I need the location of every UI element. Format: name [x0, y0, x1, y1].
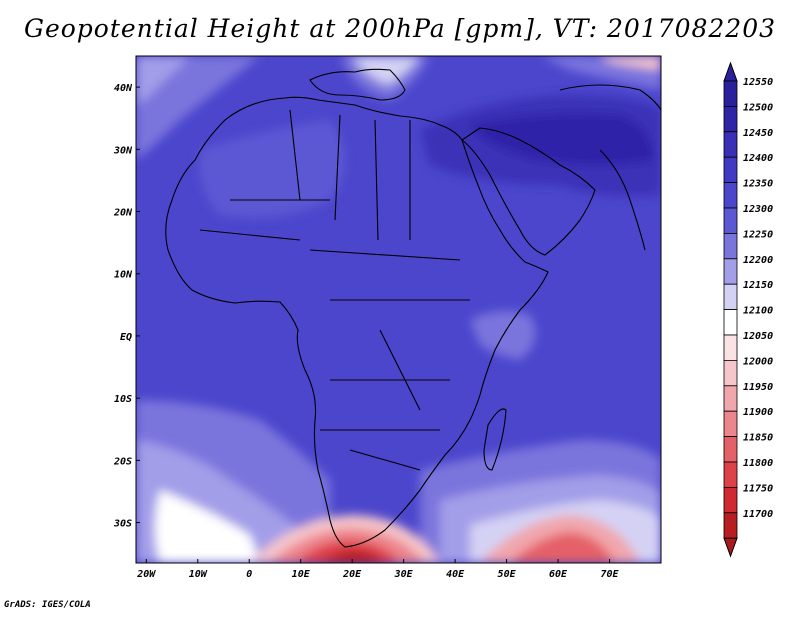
lon-tick-label: 60E: [549, 569, 568, 580]
map-title: Geopotential Height at 200hPa [gpm], VT:…: [23, 14, 777, 43]
colorbar-swatch: [723, 486, 738, 514]
coastlines: [165, 68, 661, 548]
colorbar-swatch: [723, 461, 738, 488]
lon-tick-label: 10E: [292, 569, 311, 580]
colorbar-label: 12400: [743, 153, 773, 164]
plot-frame: [135, 55, 662, 564]
colorbar-swatch: [723, 334, 738, 361]
colorbar-swatch: [723, 232, 738, 260]
lat-tick-label: 20S: [113, 456, 132, 467]
colorbar-swatch: [723, 309, 738, 336]
colorbar-swatch: [723, 207, 738, 234]
lon-tick-label: 50E: [498, 569, 517, 580]
colorbar-label: 11950: [743, 382, 773, 393]
lon-tick-label: 10W: [189, 569, 208, 580]
colorbar-swatch: [723, 410, 738, 438]
lat-tick-label: 30S: [113, 519, 132, 530]
colorbar-top-arrow: [723, 61, 738, 82]
colorbar-label: 12200: [743, 255, 773, 266]
colorbar-swatch: [723, 512, 738, 539]
colorbar-label: 12500: [743, 102, 773, 113]
lon-tick-label: 40E: [446, 569, 465, 580]
lon-tick-label: 30E: [394, 569, 414, 580]
colorbar-label: 11800: [743, 458, 773, 469]
lon-tick-label: 0: [246, 569, 252, 580]
colorbar-swatch: [723, 131, 738, 158]
colorbar-label: 11850: [743, 433, 773, 444]
colorbar-swatch: [723, 283, 738, 311]
lon-tick-label: 20E: [342, 569, 362, 580]
longitude-axis: 20W 10W 0 10E 20E 30E 40E 50E 60E 70E: [136, 559, 620, 580]
colorbar: 12550 12500 12450 12400 12350 12300 12250 12200…: [723, 61, 773, 558]
colorbar-swatch: [723, 156, 738, 183]
lat-tick-label: 10N: [114, 270, 133, 281]
colorbar-label: 12300: [743, 204, 773, 215]
colorbar-label: 12450: [743, 128, 773, 139]
lat-tick-label: 30N: [113, 145, 133, 156]
colorbar-swatch: [723, 359, 738, 387]
colorbar-label: 12050: [743, 331, 773, 342]
footer-credit: GrADS: IGES/COLA: [4, 600, 91, 610]
colorbar-label: 12550: [743, 77, 773, 88]
lon-tick-label: 70E: [600, 569, 619, 580]
colorbar-swatch: [723, 258, 738, 285]
colorbar-label: 11900: [743, 407, 773, 418]
colorbar-label: 11700: [743, 509, 773, 520]
lat-tick-label: 20N: [113, 208, 133, 219]
colorbar-bottom-arrow: [723, 537, 738, 558]
colorbar-label: 11750: [743, 483, 773, 494]
colorbar-label: 12350: [743, 179, 773, 190]
lat-tick-label: 40N: [114, 83, 133, 94]
colorbar-swatch: [723, 436, 738, 463]
latitude-axis: 40N 30N 20N 10N EQ 10S 20S 30S: [113, 83, 140, 530]
colorbar-label: 12100: [743, 306, 773, 317]
lon-tick-label: 20W: [136, 569, 156, 580]
colorbar-swatch: [723, 106, 738, 133]
colorbar-label: 12250: [743, 229, 773, 240]
colorbar-label: 12000: [743, 356, 773, 367]
height-field: [136, 56, 661, 563]
colorbar-swatch: [723, 80, 738, 107]
colorbar-swatch: [723, 182, 738, 209]
lat-tick-label: 10S: [114, 394, 132, 405]
lat-tick-label: EQ: [120, 332, 132, 343]
colorbar-swatch: [723, 385, 738, 412]
colorbar-label: 12150: [743, 280, 773, 291]
